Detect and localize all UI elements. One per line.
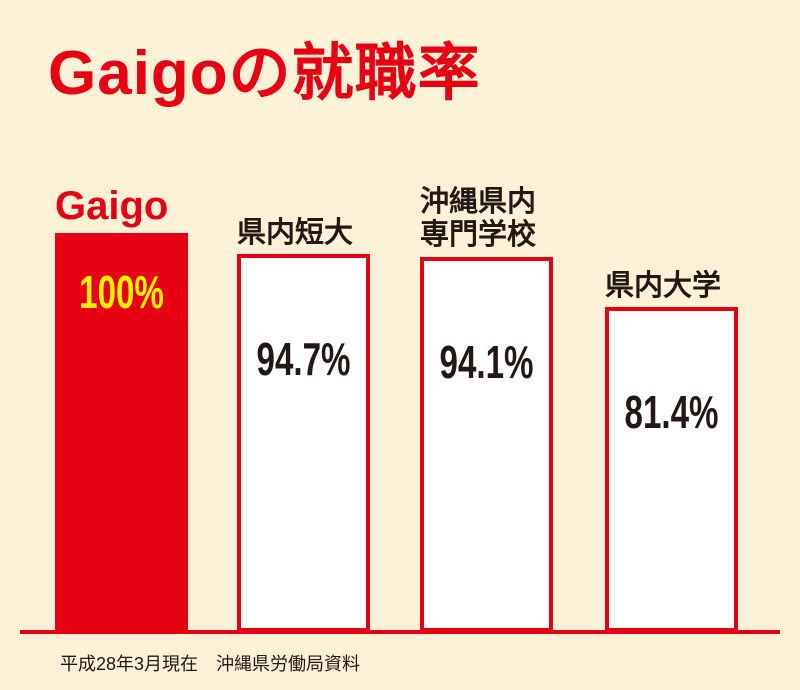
source-note: 平成28年3月現在 沖縄県労働局資料 <box>60 654 361 674</box>
chart-title: Gaigoの就職率 <box>48 39 481 108</box>
bar <box>420 256 553 632</box>
category-label: Gaigo <box>55 184 169 228</box>
category-label: 沖縄県内 専門学校 <box>420 185 537 251</box>
bar <box>605 307 738 632</box>
bar <box>55 233 188 632</box>
bar <box>237 254 370 632</box>
category-label: 県内大学 <box>605 270 722 303</box>
category-label: 県内短大 <box>237 217 354 250</box>
value-label: 94.7% <box>256 333 351 386</box>
value-label: 94.1% <box>439 335 534 388</box>
value-label: 81.4% <box>624 386 719 439</box>
value-label: 100% <box>79 266 164 318</box>
baseline <box>20 630 780 634</box>
